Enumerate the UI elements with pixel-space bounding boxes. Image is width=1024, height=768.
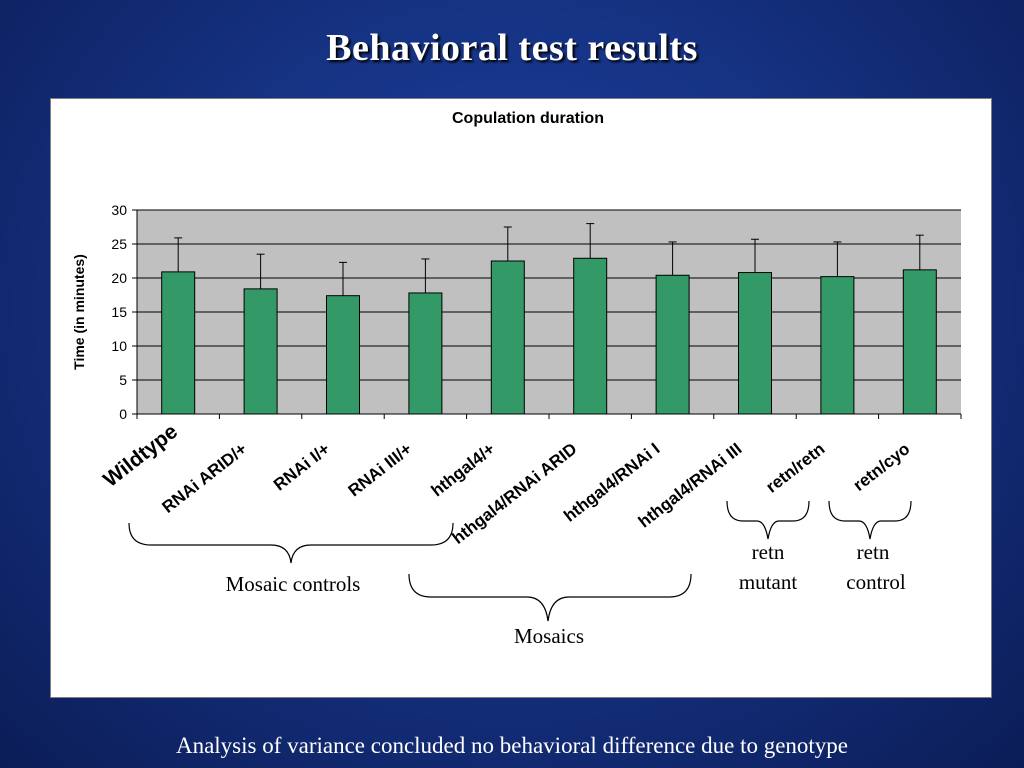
y-tick-labels: 0 5 10 15 20 25 30 <box>111 202 127 422</box>
annotation-retn-mutant-line1: retn <box>752 540 785 564</box>
brace-mosaics <box>408 573 692 622</box>
category-label: RNAi ARID/+ <box>158 439 250 517</box>
bar <box>738 272 772 415</box>
bar <box>161 271 196 415</box>
bar <box>655 274 690 415</box>
chart-panel: Copulation duration 0 5 10 15 20 25 30 Time (i… <box>50 98 992 698</box>
bar <box>326 295 360 415</box>
bar <box>820 276 855 415</box>
footer-text: Analysis of variance concluded no behavi… <box>175 733 849 758</box>
x-tick-marks <box>136 414 962 419</box>
brace-retn-mutant <box>726 500 810 540</box>
brace-mosaic-controls <box>128 522 454 564</box>
annotation-mosaic-controls: Mosaic controls <box>226 572 361 596</box>
y-axis-label: Time (in minutes) <box>71 254 87 370</box>
bar <box>243 288 278 415</box>
y-tick-label: 0 <box>119 406 127 422</box>
category-label: Wildtype <box>99 420 182 492</box>
y-tick-label: 25 <box>111 236 127 252</box>
chart-title: Copulation duration <box>452 110 604 127</box>
error-bars <box>174 223 924 296</box>
annotation-retn-control-line1: retn <box>857 540 890 564</box>
category-label: retn/cyo <box>850 439 914 495</box>
bars <box>161 257 937 415</box>
bar-chart: Copulation duration 0 5 10 15 20 25 30 Time (i… <box>71 110 962 648</box>
category-label: hthgal4/+ <box>428 439 499 500</box>
annotation-retn-mutant-line2: mutant <box>739 570 797 594</box>
y-tick-label: 5 <box>119 372 127 388</box>
y-tick-label: 20 <box>111 270 127 286</box>
category-label: RNAi I/+ <box>270 439 333 494</box>
y-tick-label: 30 <box>111 202 127 218</box>
bar <box>408 292 443 415</box>
bar <box>490 260 525 415</box>
annotation-retn-control-line2: control <box>846 570 906 594</box>
y-tick-label: 10 <box>111 338 127 354</box>
bar <box>902 269 937 415</box>
slide-title: Behavioral test results <box>326 27 698 69</box>
y-tick-label: 15 <box>111 304 127 320</box>
annotation-mosaics: Mosaics <box>514 624 584 648</box>
bar <box>573 257 608 415</box>
category-label: retn/retn <box>762 439 828 496</box>
brace-retn-control <box>828 500 912 540</box>
category-label: RNAi III/+ <box>345 439 416 500</box>
